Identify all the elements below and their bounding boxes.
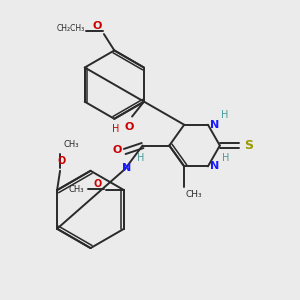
Text: N: N: [210, 161, 220, 171]
Text: O: O: [92, 20, 102, 31]
Text: N: N: [122, 163, 131, 173]
Text: H: H: [112, 124, 119, 134]
Text: O: O: [112, 145, 122, 155]
Text: O: O: [94, 178, 102, 189]
Text: CH₃: CH₃: [69, 185, 85, 194]
Text: H: H: [222, 153, 230, 163]
Text: CH₃: CH₃: [63, 140, 79, 149]
Text: O: O: [57, 156, 66, 166]
Text: N: N: [210, 120, 220, 130]
Text: CH₃: CH₃: [186, 190, 202, 199]
Text: H: H: [221, 110, 229, 120]
Text: H: H: [137, 153, 145, 163]
Text: O: O: [124, 122, 134, 132]
Text: S: S: [244, 139, 253, 152]
Text: CH₂CH₃: CH₂CH₃: [56, 24, 85, 33]
